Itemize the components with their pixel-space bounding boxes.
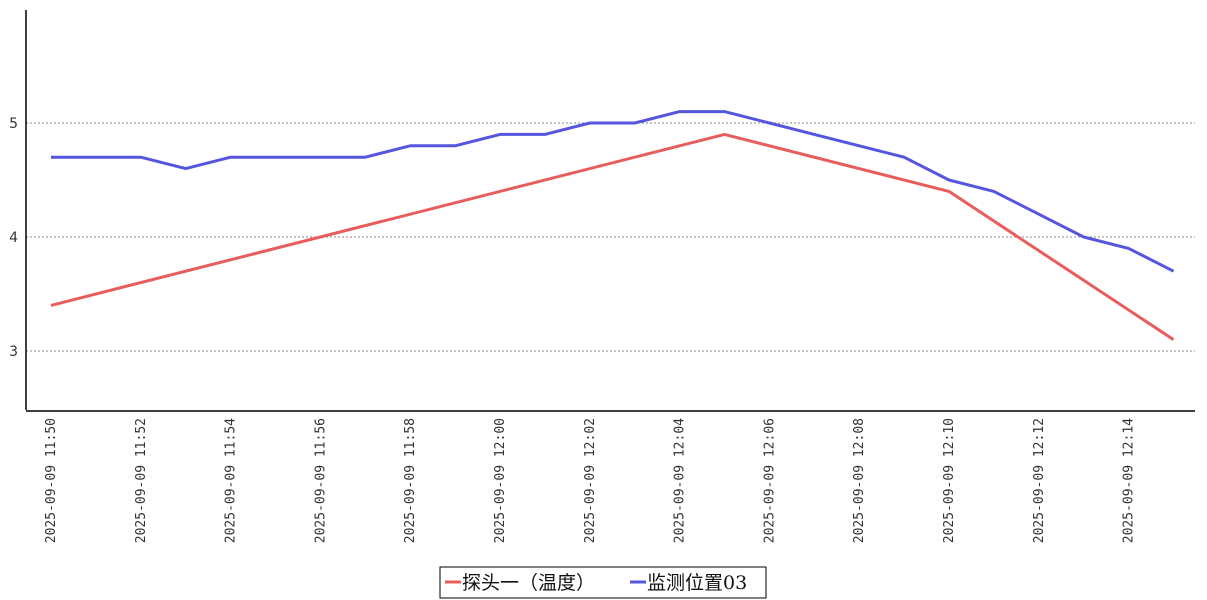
legend-box (439, 566, 767, 599)
legend: 探头一（温度） 监测位置03 (439, 566, 767, 599)
y-tick-label: 4 (9, 230, 18, 246)
series-lines (50, 110, 1175, 341)
x-tick-label: 2025-09-09 12:04 (673, 418, 688, 543)
series-line-2 (51, 110, 1175, 273)
legend-label-series-1: 探头一（温度） (462, 572, 595, 594)
x-tick-label: 2025-09-09 11:50 (44, 418, 59, 543)
x-tick-label: 2025-09-09 11:58 (403, 418, 418, 543)
x-tick-label: 2025-09-09 12:02 (583, 418, 598, 543)
x-tick-label: 2025-09-09 12:10 (942, 418, 957, 543)
y-tick-label: 5 (9, 116, 18, 132)
x-tick-label: 2025-09-09 12:08 (852, 418, 867, 543)
x-tick-label: 2025-09-09 12:00 (493, 418, 508, 543)
y-tick-labels: 3 4 5 (9, 116, 18, 360)
x-tick-label: 2025-09-09 11:54 (224, 418, 239, 543)
y-tick-label: 3 (9, 344, 18, 360)
x-tick-label: 2025-09-09 12:06 (762, 418, 777, 543)
x-tick-labels: 2025-09-09 11:50 2025-09-09 11:52 2025-09-… (44, 418, 1137, 543)
legend-label-series-2: 监测位置03 (647, 572, 747, 594)
x-tick-label: 2025-09-09 11:56 (313, 418, 328, 543)
x-tick-label: 2025-09-09 12:12 (1032, 418, 1047, 543)
axes (25, 10, 1195, 412)
x-tick-label: 2025-09-09 12:14 (1122, 418, 1137, 543)
series-line-1 (50, 132, 1175, 341)
x-tick-label: 2025-09-09 11:52 (134, 418, 149, 543)
